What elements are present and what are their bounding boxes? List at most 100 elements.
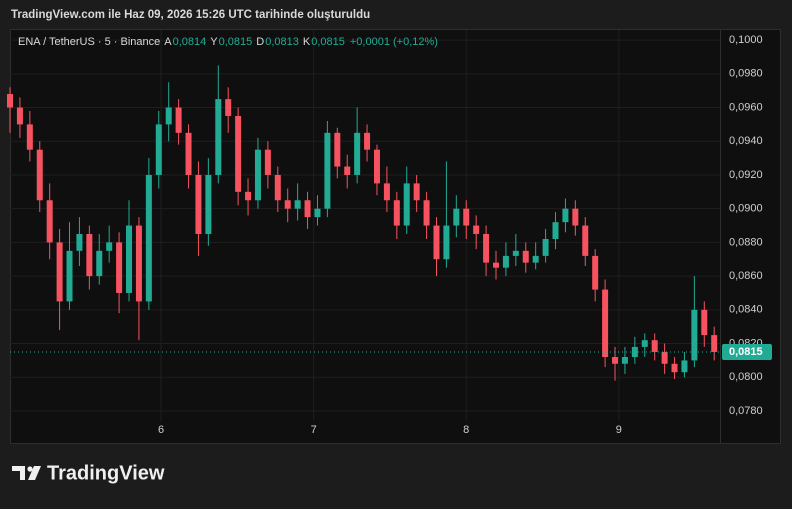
ohlc-label: D	[256, 36, 264, 48]
candle-body	[562, 208, 569, 223]
candle-body	[641, 340, 648, 347]
candle-body	[334, 132, 341, 167]
candle-body	[552, 222, 559, 240]
candle-body	[324, 132, 331, 209]
candle-body	[274, 174, 281, 201]
x-tick-label: 9	[616, 424, 622, 436]
logo: TradingView	[12, 462, 165, 484]
candle-body	[46, 200, 53, 243]
candle-body	[245, 191, 252, 201]
candle-body	[116, 242, 123, 293]
candle-body	[671, 363, 678, 373]
candle-body	[651, 340, 658, 352]
logo-icon	[12, 466, 25, 480]
x-tick-label: 6	[158, 424, 164, 436]
candle-body	[393, 200, 400, 226]
candle-body	[403, 183, 410, 226]
candle-body	[621, 357, 628, 364]
y-tick-label: 0,0980	[729, 68, 763, 80]
y-tick-label: 0,0900	[729, 203, 763, 215]
candle-body	[304, 200, 311, 218]
candle-body	[126, 225, 133, 293]
y-tick-label: 0,1000	[729, 34, 763, 46]
candle-body	[175, 107, 182, 133]
candle-body	[7, 94, 13, 108]
candle-body	[86, 233, 93, 277]
candle-body	[354, 132, 361, 175]
last-price-label: 0,0815	[729, 346, 763, 358]
candle-body	[225, 99, 232, 116]
candle-body	[572, 208, 579, 226]
candle-body	[235, 115, 242, 192]
candle-body	[512, 250, 519, 256]
ohlc-label: K	[303, 36, 311, 48]
candle-body	[661, 351, 668, 364]
logo-icon	[28, 466, 41, 480]
candle-body	[26, 124, 33, 150]
y-tick-label: 0,0920	[729, 169, 763, 181]
candle-body	[185, 132, 192, 175]
candle-body	[56, 242, 63, 302]
candle-body	[473, 225, 480, 234]
ohlc-value: 0,0815	[219, 36, 253, 48]
candle-body	[373, 149, 380, 184]
candle-body	[16, 107, 23, 125]
candle-body	[344, 166, 351, 175]
ohlc-value: 0,0814	[173, 36, 207, 48]
candle-body	[195, 174, 202, 234]
header-text: TradingView.com ile Haz 09, 2026 15:26 U…	[11, 9, 370, 21]
candle-body	[681, 360, 688, 373]
x-tick-label: 7	[311, 424, 317, 436]
candle-body	[701, 309, 708, 336]
ohlc-value: 0,0813	[265, 36, 299, 48]
candle-body	[602, 289, 609, 358]
candle-body	[463, 208, 470, 226]
candle-body	[145, 174, 152, 302]
y-tick-label: 0,0780	[729, 405, 763, 417]
y-tick-label: 0,0940	[729, 135, 763, 147]
ohlc-value: 0,0815	[311, 36, 345, 48]
y-tick-label: 0,0840	[729, 304, 763, 316]
candle-body	[264, 149, 271, 175]
candle-body	[254, 149, 261, 201]
candle-body	[542, 239, 549, 256]
candle-body	[413, 183, 420, 201]
candle-body	[135, 225, 142, 302]
candle-body	[205, 174, 212, 234]
y-tick-label: 0,0860	[729, 270, 763, 282]
candle-body	[502, 255, 509, 268]
candle-body	[612, 357, 619, 364]
y-tick-label: 0,0960	[729, 101, 763, 113]
candle-body	[215, 99, 222, 175]
logo-text: TradingView	[47, 462, 165, 484]
chart-panel	[10, 29, 781, 444]
candle-body	[155, 124, 162, 175]
ohlc-label: A	[164, 36, 172, 48]
change: +0,0001 (+0,12%)	[350, 36, 438, 48]
legend: ENA / TetherUS · 5 · Binance A 0,0814 Y 0,08…	[18, 36, 438, 48]
candle-body	[364, 132, 371, 150]
y-tick-label: 0,0800	[729, 371, 763, 383]
candle-body	[691, 309, 698, 361]
candle-body	[96, 250, 103, 277]
candle-body	[294, 200, 301, 209]
ohlc-label: Y	[210, 36, 218, 48]
candle-body	[36, 149, 43, 201]
candle-body	[483, 233, 490, 263]
candle-body	[592, 255, 599, 290]
candle-body	[522, 250, 529, 263]
x-tick-label: 8	[463, 424, 469, 436]
y-tick-label: 0,0880	[729, 236, 763, 248]
last-price-tag	[722, 343, 772, 360]
candle-body	[532, 255, 539, 263]
candle-body	[582, 225, 589, 256]
candle-body	[453, 208, 460, 226]
candle-body	[383, 183, 390, 201]
candle-body	[76, 233, 83, 251]
candle-body	[711, 335, 718, 352]
candle-body	[443, 225, 450, 260]
candle-body	[423, 200, 430, 226]
candle-body	[284, 200, 291, 209]
